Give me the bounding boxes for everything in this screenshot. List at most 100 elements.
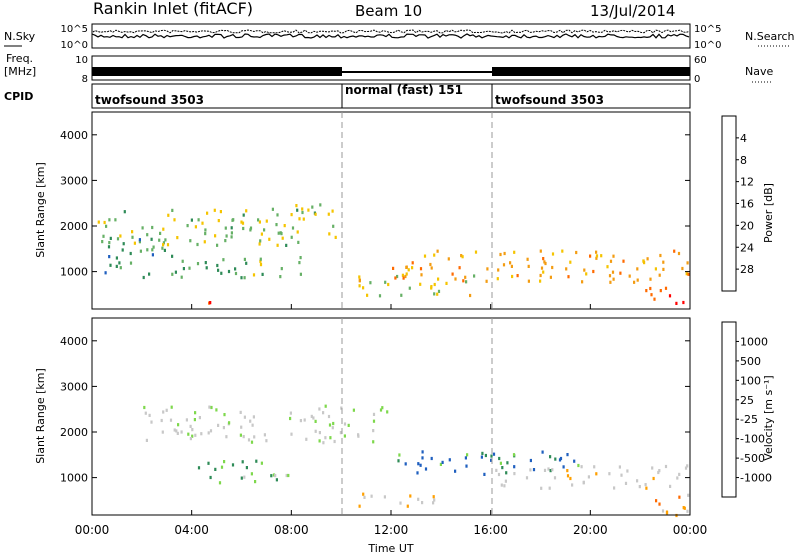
echo-cell xyxy=(480,455,483,459)
echo-cell xyxy=(624,481,628,485)
echo-cell xyxy=(417,462,420,466)
station-title: Rankin Inlet (fitACF) xyxy=(93,0,253,18)
echo-cell xyxy=(539,279,542,283)
echo-cell xyxy=(419,282,422,286)
echo-cell xyxy=(148,272,151,276)
colorbar-frame xyxy=(721,115,737,292)
echo-cell xyxy=(141,226,144,230)
echo-cell xyxy=(544,261,547,266)
echo-cell xyxy=(593,465,596,469)
echo-cell xyxy=(242,435,245,439)
echo-cell xyxy=(122,242,125,246)
echo-cell xyxy=(358,275,361,279)
echo-cell xyxy=(636,267,639,271)
echo-cell xyxy=(312,416,315,420)
echo-cell xyxy=(222,258,225,262)
echo-cell xyxy=(619,271,622,275)
echo-cell xyxy=(678,495,681,499)
echo-cell xyxy=(194,225,197,229)
echo-cell xyxy=(669,484,672,488)
echo-cell xyxy=(254,480,257,484)
echo-cell xyxy=(420,273,423,277)
echo-cell xyxy=(332,421,335,426)
echo-cell xyxy=(347,423,350,427)
colorbar-tick-label: 16 xyxy=(740,198,754,211)
echo-cell xyxy=(102,234,105,238)
echo-cell xyxy=(500,483,503,487)
echo-cell xyxy=(497,268,500,272)
echo-cell xyxy=(396,274,399,279)
echo-cell xyxy=(176,431,179,435)
echo-cell xyxy=(363,495,366,499)
echo-cell xyxy=(668,294,672,298)
y-tick-label: 1000 xyxy=(60,472,88,485)
echo-cell xyxy=(612,254,615,258)
echo-cell xyxy=(108,255,111,259)
echo-cell xyxy=(551,265,554,270)
echo-cell xyxy=(362,492,365,496)
echo-cell xyxy=(277,231,280,235)
echo-cell xyxy=(139,249,142,253)
echo-cell xyxy=(686,464,689,468)
echo-cell xyxy=(562,465,565,469)
echo-cell xyxy=(250,472,253,476)
echo-cell xyxy=(187,432,190,436)
echo-cell xyxy=(207,461,210,465)
echo-cell xyxy=(109,236,112,240)
echo-cell xyxy=(314,212,317,216)
echo-cell xyxy=(182,267,185,271)
echo-cell xyxy=(503,484,506,488)
echo-cell xyxy=(421,456,424,460)
echo-cell xyxy=(513,472,516,476)
echo-cell xyxy=(589,254,592,258)
echo-cell xyxy=(290,235,293,239)
echo-cell xyxy=(283,224,286,228)
echo-cell xyxy=(196,242,199,247)
echo-cell xyxy=(343,434,346,438)
echo-cell xyxy=(582,480,585,484)
echo-cell xyxy=(188,266,191,270)
echo-cell xyxy=(527,279,530,283)
echo-cell xyxy=(159,231,162,235)
echo-cell xyxy=(406,504,409,508)
echo-cell xyxy=(504,479,507,483)
echo-cell xyxy=(114,218,117,222)
power-y-ticks: 1000 2000 3000 4000 xyxy=(60,129,690,279)
power-colorbar-label: Power [dB] xyxy=(762,183,775,243)
echo-cell xyxy=(243,257,246,261)
echo-cell xyxy=(150,237,153,241)
echo-cell xyxy=(265,219,268,223)
echo-cell xyxy=(498,456,501,461)
echo-cell xyxy=(138,238,141,242)
echo-cell xyxy=(274,474,277,478)
echo-cell xyxy=(549,275,552,279)
echo-cell xyxy=(497,472,501,477)
echo-region xyxy=(397,450,580,476)
echo-cell xyxy=(400,293,403,297)
echo-cell xyxy=(328,232,331,236)
echo-cell xyxy=(240,425,243,429)
echo-cell xyxy=(151,225,154,230)
echo-cell xyxy=(577,463,580,468)
freq-left-tick-bottom: 8 xyxy=(82,74,88,85)
echo-cell xyxy=(654,267,657,271)
echo-cell xyxy=(542,270,545,274)
echo-cell xyxy=(302,217,305,221)
echo-cell xyxy=(433,292,436,296)
echo-cell xyxy=(265,439,268,443)
echo-cell xyxy=(228,421,231,425)
echo-cell xyxy=(644,483,647,487)
echo-cell xyxy=(430,456,433,461)
echo-cell xyxy=(240,220,243,224)
echo-cell xyxy=(165,408,168,412)
echo-cell xyxy=(290,213,293,217)
echo-cell xyxy=(263,228,266,232)
echo-cell xyxy=(411,261,414,265)
echo-cell xyxy=(465,464,468,468)
echo-cell xyxy=(177,423,180,427)
echo-cell xyxy=(299,419,302,423)
echo-cell xyxy=(298,261,301,265)
echo-cell xyxy=(392,266,395,270)
echo-cell xyxy=(608,274,612,278)
